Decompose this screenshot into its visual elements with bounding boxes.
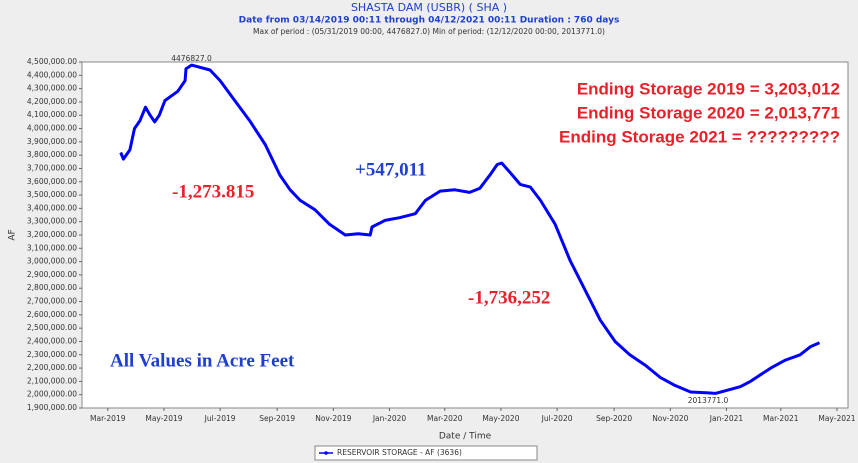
- x-tick-label: May-2021: [818, 414, 855, 423]
- y-tick-label: 2,000,000.00: [27, 390, 77, 399]
- y-tick-label: 3,700,000.00: [27, 163, 77, 172]
- x-tick-label: Mar-2021: [763, 414, 799, 423]
- y-tick-label: 4,200,000.00: [27, 97, 77, 106]
- chart-title: SHASTA DAM (USBR) ( SHA ): [351, 1, 507, 14]
- y-tick-label: 3,800,000.00: [27, 150, 77, 159]
- x-tick-label: Jul-2020: [541, 414, 573, 423]
- x-tick-label: Jul-2019: [204, 414, 236, 423]
- x-tick-label: Jan-2021: [709, 414, 744, 423]
- y-tick-label: 2,200,000.00: [27, 363, 77, 372]
- x-tick-label: Nov-2020: [652, 414, 688, 423]
- x-tick-label: Sep-2019: [259, 414, 295, 423]
- period-note: Max of period : (05/31/2019 00:00, 44768…: [253, 27, 605, 36]
- annotation: All Values in Acre Feet: [110, 350, 295, 371]
- plot-area: [81, 61, 849, 409]
- y-tick-label: 4,100,000.00: [27, 110, 77, 119]
- x-tick-label: May-2019: [145, 414, 182, 423]
- legend-marker: [324, 451, 328, 455]
- x-tick-label: Nov-2019: [315, 414, 351, 423]
- y-tick-label: 1,900,000.00: [27, 403, 77, 412]
- y-tick-label: 3,600,000.00: [27, 177, 77, 186]
- point-label: 4476827.0: [171, 54, 212, 63]
- y-axis-label: AF: [8, 229, 18, 240]
- y-tick-label: 3,900,000.00: [27, 137, 77, 146]
- y-tick-label: 4,400,000.00: [27, 70, 77, 79]
- x-tick-label: Mar-2019: [90, 414, 126, 423]
- y-tick-label: 2,900,000.00: [27, 270, 77, 279]
- y-tick-label: 2,600,000.00: [27, 310, 77, 319]
- x-axis-label: Date / Time: [439, 432, 492, 442]
- y-tick-label: 2,400,000.00: [27, 336, 77, 345]
- x-tick-label: May-2020: [482, 414, 519, 423]
- legend-box: [314, 445, 538, 461]
- point-label: 2013771.0: [688, 396, 729, 405]
- x-tick-label: Mar-2020: [427, 414, 463, 423]
- y-tick-label: 4,000,000.00: [27, 124, 77, 133]
- y-tick-label: 3,300,000.00: [27, 217, 77, 226]
- annotation: Ending Storage 2020 = 2,013,771: [577, 103, 840, 122]
- annotation: Ending Storage 2021 = ?????????: [559, 127, 840, 146]
- y-tick-label: 2,100,000.00: [27, 376, 77, 385]
- y-tick-label: 2,300,000.00: [27, 350, 77, 359]
- annotation: Ending Storage 2019 = 3,203,012: [577, 79, 840, 98]
- y-tick-label: 2,800,000.00: [27, 283, 77, 292]
- y-tick-label: 3,200,000.00: [27, 230, 77, 239]
- y-tick-label: 4,500,000.00: [27, 57, 77, 66]
- data-line: [119, 63, 821, 395]
- subtitle: Date from 03/14/2019 00:11 through 04/12…: [239, 16, 620, 26]
- y-tick-label: 2,500,000.00: [27, 323, 77, 332]
- annotation: +547,011: [355, 159, 427, 180]
- y-tick-label: 3,000,000.00: [27, 257, 77, 266]
- x-tick-label: Sep-2020: [596, 414, 632, 423]
- y-tick-label: 3,400,000.00: [27, 203, 77, 212]
- y-tick-label: 4,300,000.00: [27, 84, 77, 93]
- y-tick-label: 3,100,000.00: [27, 243, 77, 252]
- annotation: -1,273.815: [172, 181, 254, 202]
- y-tick-label: 2,700,000.00: [27, 297, 77, 306]
- annotation: -1,736,252: [468, 287, 550, 308]
- x-tick-label: Jan-2020: [372, 414, 407, 423]
- y-tick-label: 3,500,000.00: [27, 190, 77, 199]
- legend-label: RESERVOIR STORAGE - AF (3636): [337, 448, 462, 457]
